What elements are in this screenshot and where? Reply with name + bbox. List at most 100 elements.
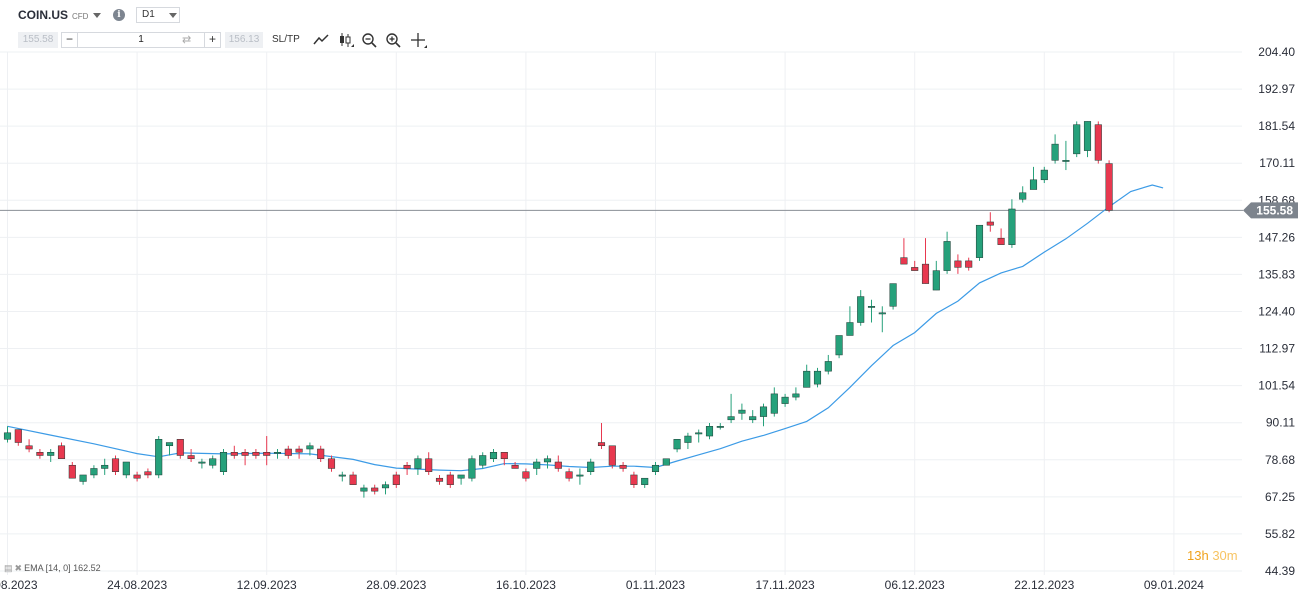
candle-body (889, 283, 897, 307)
candle-body (209, 458, 217, 466)
candle-body (965, 260, 973, 268)
candle-body (176, 439, 184, 456)
last-price-tag (1243, 202, 1298, 219)
candle-body (219, 452, 228, 472)
candle-body (360, 487, 368, 492)
symbol-label[interactable]: COIN.US CFD (18, 8, 88, 22)
y-tick-label: 147.26 (1258, 230, 1295, 244)
candle-body (975, 224, 984, 258)
x-tick-label: 12.09.2023 (237, 578, 297, 592)
candle-body (101, 464, 109, 469)
ema-line (7, 184, 1164, 472)
quantity-decrease-button[interactable]: − (61, 32, 78, 48)
candle-body (284, 448, 292, 456)
candle-body (846, 322, 854, 336)
candle-body (597, 442, 606, 447)
candle-body (1051, 143, 1059, 161)
candle-body (738, 409, 746, 414)
candle-body (36, 452, 44, 456)
candle-body (673, 439, 681, 450)
zoom-out-icon[interactable] (359, 30, 379, 50)
line-chart-icon[interactable] (311, 30, 331, 50)
candle-body (943, 241, 951, 271)
candle-body (770, 393, 778, 414)
candle-body (522, 471, 530, 479)
x-tick-label: 24.08.2023 (107, 578, 167, 592)
candle-body (1105, 163, 1113, 211)
y-tick-label: 90.11 (1266, 416, 1295, 430)
timeframe-select[interactable]: D1 (136, 7, 180, 23)
y-tick-label: 124.40 (1258, 304, 1295, 318)
candle-body (414, 458, 422, 469)
indicator-remove-icon[interactable]: ✖ (14, 563, 23, 573)
candle-body (47, 452, 55, 456)
last-price-label: 155.58 (1256, 203, 1293, 217)
y-tick-label: 55.82 (1265, 527, 1295, 541)
candle-body (1040, 169, 1048, 181)
candle-body (381, 484, 390, 489)
candle-body (1019, 192, 1027, 200)
candle-body (565, 471, 573, 479)
timer-hours: 13h (1187, 548, 1209, 563)
candle-body (608, 445, 616, 466)
sltp-button[interactable]: SL/TP (272, 34, 300, 45)
candle-body (533, 461, 541, 469)
crosshair-icon[interactable] (408, 30, 428, 50)
candle-body (133, 474, 141, 479)
y-tick-label: 135.83 (1258, 267, 1295, 281)
zoom-in-icon[interactable] (383, 30, 403, 50)
candle-body (1083, 121, 1092, 151)
candle-body (1094, 124, 1102, 161)
candle-body (619, 464, 627, 469)
candle-body (198, 461, 206, 464)
candlestick-type-icon[interactable] (336, 30, 356, 50)
candle-body (986, 221, 994, 226)
candle-body (727, 416, 735, 421)
candle-body (468, 458, 476, 479)
indicator-settings-icon[interactable]: ▤ (4, 563, 13, 573)
timer-minutes: 30m (1212, 548, 1238, 563)
candle-body (781, 396, 789, 404)
candle-body (867, 306, 876, 308)
quantity-input[interactable]: 1 (78, 32, 204, 48)
candle-body (457, 474, 465, 479)
candle-body (813, 370, 822, 385)
candle-body (155, 439, 163, 476)
buy-price-button[interactable]: 156.13 (225, 32, 263, 48)
candle-body (187, 455, 195, 459)
y-tick-label: 192.97 (1258, 82, 1295, 96)
y-tick-label: 181.54 (1258, 119, 1295, 133)
candle-body (68, 464, 76, 479)
timeframe-value: D1 (142, 9, 155, 20)
quantity-increase-button[interactable]: + (204, 32, 221, 48)
y-tick-label: 101.54 (1258, 379, 1295, 393)
candle-body (759, 406, 768, 417)
y-tick-label: 78.68 (1265, 453, 1295, 467)
candle-body (1062, 160, 1070, 162)
swap-icon[interactable]: ⇄ (182, 34, 192, 46)
info-icon[interactable]: i (113, 9, 125, 21)
candle-body (403, 464, 411, 469)
x-tick-label: 22.12.2023 (1014, 578, 1074, 592)
y-tick-label: 170.11 (1259, 156, 1295, 170)
symbol-type: CFD (72, 12, 89, 21)
x-tick-label: 08.08.2023 (0, 578, 38, 592)
candle-body (716, 426, 724, 428)
candle-body (392, 474, 400, 485)
candle-body (252, 452, 260, 456)
candle-body (749, 416, 757, 421)
candle-timer: 13h 30m (1187, 548, 1238, 563)
candle-body (824, 361, 832, 372)
candle-body (122, 461, 130, 476)
candle-body (111, 458, 120, 472)
x-tick-label: 17.11.2023 (756, 578, 815, 592)
chevron-down-icon (169, 13, 177, 18)
candle-body (3, 432, 12, 440)
sell-price-button[interactable]: 155.58 (18, 32, 58, 48)
candle-body (306, 445, 314, 450)
candle-body (57, 445, 66, 459)
candle-body (792, 393, 800, 398)
symbol-dropdown-icon[interactable] (93, 13, 101, 18)
candle-body (835, 335, 843, 356)
